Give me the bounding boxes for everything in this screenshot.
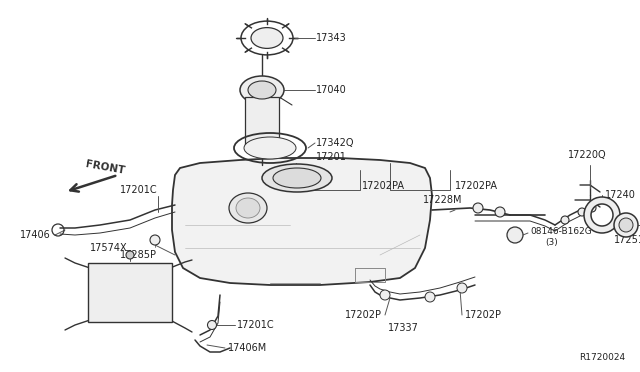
Circle shape [495, 207, 505, 217]
Text: 17251: 17251 [614, 235, 640, 245]
Text: 17285P: 17285P [120, 250, 157, 260]
Circle shape [614, 213, 638, 237]
FancyBboxPatch shape [245, 97, 279, 149]
Circle shape [473, 203, 483, 213]
Text: 17202P: 17202P [345, 310, 382, 320]
Circle shape [578, 208, 586, 216]
Text: 17040: 17040 [316, 85, 347, 95]
Text: 17240: 17240 [605, 190, 636, 200]
Text: 17201C: 17201C [120, 185, 157, 195]
Ellipse shape [244, 137, 296, 159]
Text: (3): (3) [545, 237, 557, 247]
Text: 17202P: 17202P [465, 310, 502, 320]
Text: 17201C: 17201C [237, 320, 275, 330]
Circle shape [457, 283, 467, 293]
Text: 17406M: 17406M [228, 343, 268, 353]
Text: FRONT: FRONT [84, 160, 125, 176]
Ellipse shape [240, 76, 284, 104]
Text: 17337: 17337 [388, 323, 419, 333]
PathPatch shape [172, 158, 432, 285]
Circle shape [619, 218, 633, 232]
Ellipse shape [273, 168, 321, 188]
Circle shape [207, 321, 216, 330]
Circle shape [150, 235, 160, 245]
Circle shape [380, 290, 390, 300]
Circle shape [126, 251, 134, 259]
Text: 17202PA: 17202PA [455, 181, 498, 191]
Text: 17228M: 17228M [423, 195, 463, 205]
Ellipse shape [262, 164, 332, 192]
Ellipse shape [251, 28, 283, 48]
FancyBboxPatch shape [88, 263, 172, 322]
Circle shape [588, 204, 596, 212]
Text: R1720024: R1720024 [579, 353, 625, 362]
Text: 17202PA: 17202PA [362, 181, 405, 191]
Circle shape [425, 292, 435, 302]
Ellipse shape [236, 198, 260, 218]
Ellipse shape [229, 193, 267, 223]
Text: 08146-B162G: 08146-B162G [530, 227, 592, 235]
Text: 17406: 17406 [20, 230, 51, 240]
Text: S: S [513, 231, 517, 240]
Circle shape [561, 216, 569, 224]
Circle shape [507, 227, 523, 243]
Text: 17574X: 17574X [90, 243, 127, 253]
Text: 17342Q: 17342Q [316, 138, 355, 148]
Ellipse shape [248, 81, 276, 99]
Text: 17220Q: 17220Q [568, 150, 607, 160]
Text: 17343: 17343 [316, 33, 347, 43]
Text: 17201: 17201 [316, 152, 347, 162]
